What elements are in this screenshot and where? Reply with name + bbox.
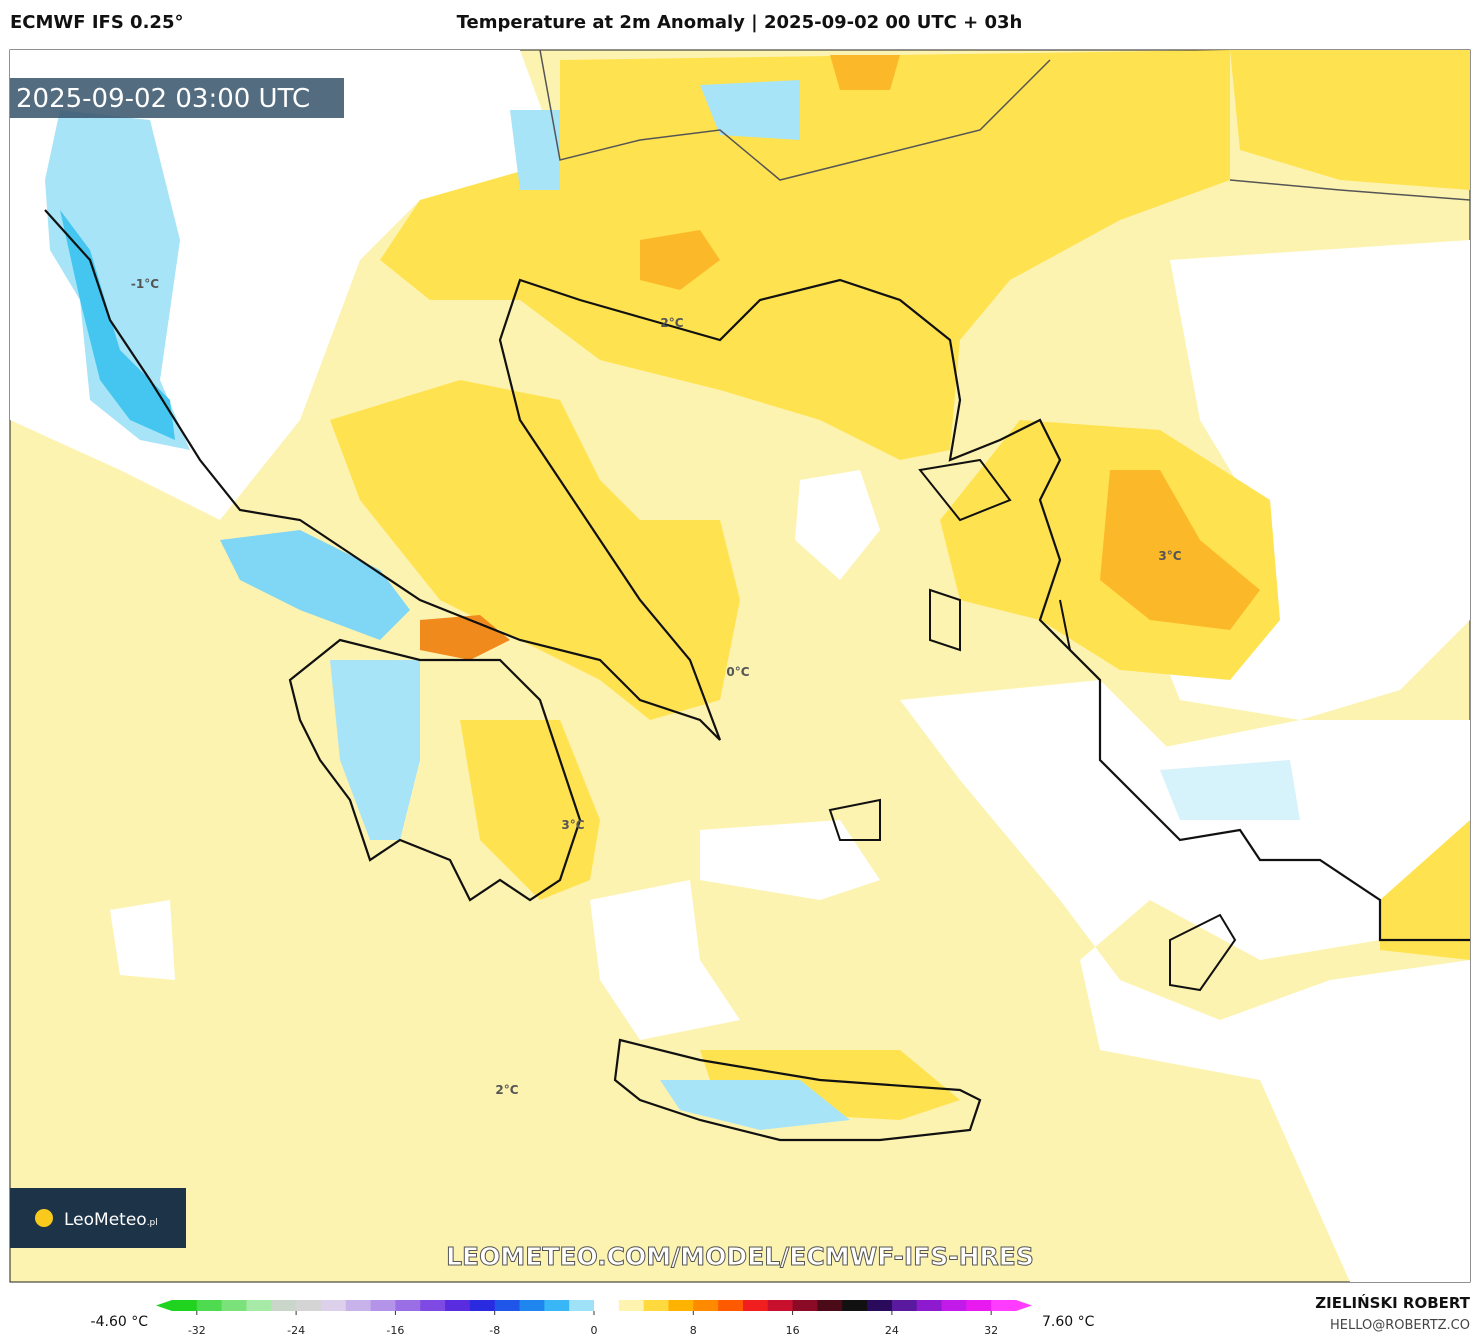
watermark-url: LEOMETEO.COM/MODEL/ECMWF-IFS-HRES: [446, 1242, 1034, 1271]
contour-label: 3°C: [561, 818, 584, 832]
colorbar-segment: [370, 1300, 396, 1311]
colorbar-max: 7.60 °C: [1042, 1314, 1095, 1330]
colorbar-segment: [991, 1300, 1017, 1311]
colorbar-segment: [618, 1300, 645, 1311]
colorbar-segment: [891, 1300, 918, 1311]
contour-label: -1°C: [131, 277, 159, 291]
colorbar-segment: [445, 1300, 471, 1311]
colorbar-segment: [867, 1300, 893, 1311]
colorbar-segment: [221, 1300, 247, 1311]
colorbar-segment: [817, 1300, 843, 1311]
contour-label: 2°C: [495, 1083, 518, 1097]
colorbar-min: -4.60 °C: [91, 1314, 149, 1330]
colorbar-segment: [668, 1300, 694, 1311]
colorbar-segment: [742, 1300, 769, 1311]
colorbar-tick-label: -16: [386, 1324, 404, 1337]
model-name: ECMWF IFS 0.25°: [10, 12, 184, 33]
colorbar-segment: [916, 1300, 943, 1311]
colorbar-segment: [966, 1300, 992, 1311]
contour-label: 3°C: [1158, 549, 1181, 563]
colorbar-segment: [693, 1300, 719, 1311]
colorbar-tick-label: 0: [591, 1324, 598, 1337]
colorbar-end: [1016, 1300, 1032, 1311]
colorbar-segment: [172, 1300, 198, 1311]
colorbar-segment: [842, 1300, 868, 1311]
colorbar-segment: [320, 1300, 347, 1311]
colorbar-segment: [594, 1300, 620, 1311]
colorbar-tick-label: -32: [188, 1324, 206, 1337]
colorbar-segment: [643, 1300, 669, 1311]
colorbar-tick-label: 16: [786, 1324, 800, 1337]
colorbar-segment: [494, 1300, 521, 1311]
author: ZIELIŃSKI ROBERT: [1315, 1293, 1470, 1312]
colorbar-segment: [420, 1300, 446, 1311]
colorbar-segment: [271, 1300, 297, 1311]
logo-text: LeoMeteo.pl: [64, 1210, 158, 1230]
colorbar-segment: [395, 1300, 421, 1311]
colorbar-end: [156, 1300, 172, 1311]
colorbar-segment: [519, 1300, 545, 1311]
colorbar-segment: [718, 1300, 744, 1311]
colorbar-segment: [941, 1300, 967, 1311]
colorbar-segment: [792, 1300, 818, 1311]
colorbar-segment: [569, 1300, 595, 1311]
timestamp: 2025-09-02 03:00 UTC: [16, 84, 310, 114]
logo-name: LeoMeteo: [64, 1210, 147, 1230]
colorbar-segment: [767, 1300, 794, 1311]
colorbar-segment: [544, 1300, 570, 1311]
logo-suffix: .pl: [147, 1218, 158, 1228]
colorbar-tick-label: 24: [885, 1324, 899, 1337]
colorbar-segment: [246, 1300, 272, 1311]
map-area: [9, 49, 1471, 1283]
email: HELLO@ROBERTZ.CO: [1330, 1318, 1470, 1333]
colorbar-tick-label: 8: [690, 1324, 697, 1337]
contour-label: 2°C: [660, 316, 683, 330]
map-title: Temperature at 2m Anomaly | 2025-09-02 0…: [456, 12, 1023, 33]
colorbar-segment: [196, 1300, 223, 1311]
colorbar-tick-label: -8: [489, 1324, 500, 1337]
colorbar-tick-label: -24: [287, 1324, 305, 1337]
colorbar-segment: [345, 1300, 372, 1311]
colorbar-segment: [296, 1300, 322, 1311]
colorbar-tick-label: 32: [984, 1324, 998, 1337]
contour-label: 0°C: [726, 665, 749, 679]
colorbar-segment: [469, 1300, 496, 1311]
